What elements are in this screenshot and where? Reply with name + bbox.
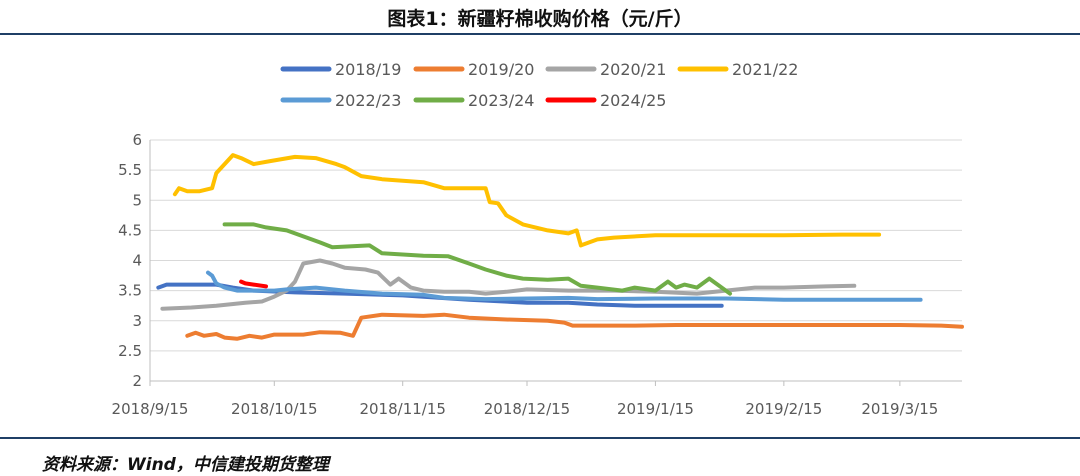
x-tick-label: 2019/2/15 bbox=[745, 400, 822, 418]
series-line-2023-24 bbox=[222, 222, 732, 296]
legend-label: 2019/20 bbox=[468, 60, 534, 79]
legend-label: 2023/24 bbox=[468, 91, 534, 110]
series-line-2021-22 bbox=[172, 153, 882, 248]
series-line-2020-21 bbox=[160, 258, 857, 311]
bottom-rule bbox=[0, 437, 1080, 439]
chart-grid bbox=[150, 139, 962, 382]
y-tick-label: 5.5 bbox=[118, 161, 142, 179]
x-tick-label: 2018/10/15 bbox=[231, 400, 317, 418]
y-tick-label: 2 bbox=[132, 372, 142, 390]
legend-label: 2024/25 bbox=[600, 91, 666, 110]
chart-canvas: 2018/19 2019/20 2020/21 2021/22 2022/23 2023/… bbox=[112, 60, 964, 418]
series-line-2022-23 bbox=[206, 270, 923, 302]
chart-series bbox=[156, 153, 964, 341]
legend-label: 2022/23 bbox=[335, 91, 401, 110]
x-tick-label: 2019/1/15 bbox=[617, 400, 694, 418]
y-tick-label: 3 bbox=[132, 312, 142, 330]
x-tick-label: 2018/11/15 bbox=[359, 400, 445, 418]
y-tick-label: 4 bbox=[132, 252, 142, 270]
y-tick-label: 5 bbox=[132, 191, 142, 209]
y-tick-label: 6 bbox=[132, 131, 142, 149]
x-tick-label: 2019/3/15 bbox=[861, 400, 938, 418]
series-line-2024-25 bbox=[239, 279, 268, 289]
legend-label: 2020/21 bbox=[600, 60, 666, 79]
y-tick-label: 4.5 bbox=[118, 221, 142, 239]
x-axis: 2018/9/15 2018/10/15 2018/11/15 2018/12/15 2… bbox=[112, 380, 962, 418]
x-tick-label: 2018/9/15 bbox=[112, 400, 189, 418]
chart-title: 图表1：新疆籽棉收购价格（元/斤） bbox=[387, 8, 693, 30]
chart-legend: 2018/19 2019/20 2020/21 2021/22 2022/23 2023/… bbox=[280, 60, 798, 110]
series-line-2019-20 bbox=[185, 312, 964, 341]
legend-label: 2018/19 bbox=[335, 60, 401, 79]
legend-label: 2021/22 bbox=[732, 60, 798, 79]
source-note: 资料来源：Wind，中信建投期货整理 bbox=[42, 455, 329, 475]
y-axis: 2 2.5 3 3.5 4 4.5 5 5.5 6 bbox=[118, 131, 151, 390]
x-tick-label: 2018/12/15 bbox=[484, 400, 570, 418]
top-rule bbox=[0, 33, 1080, 35]
y-tick-label: 2.5 bbox=[118, 342, 142, 360]
y-tick-label: 3.5 bbox=[118, 282, 142, 300]
